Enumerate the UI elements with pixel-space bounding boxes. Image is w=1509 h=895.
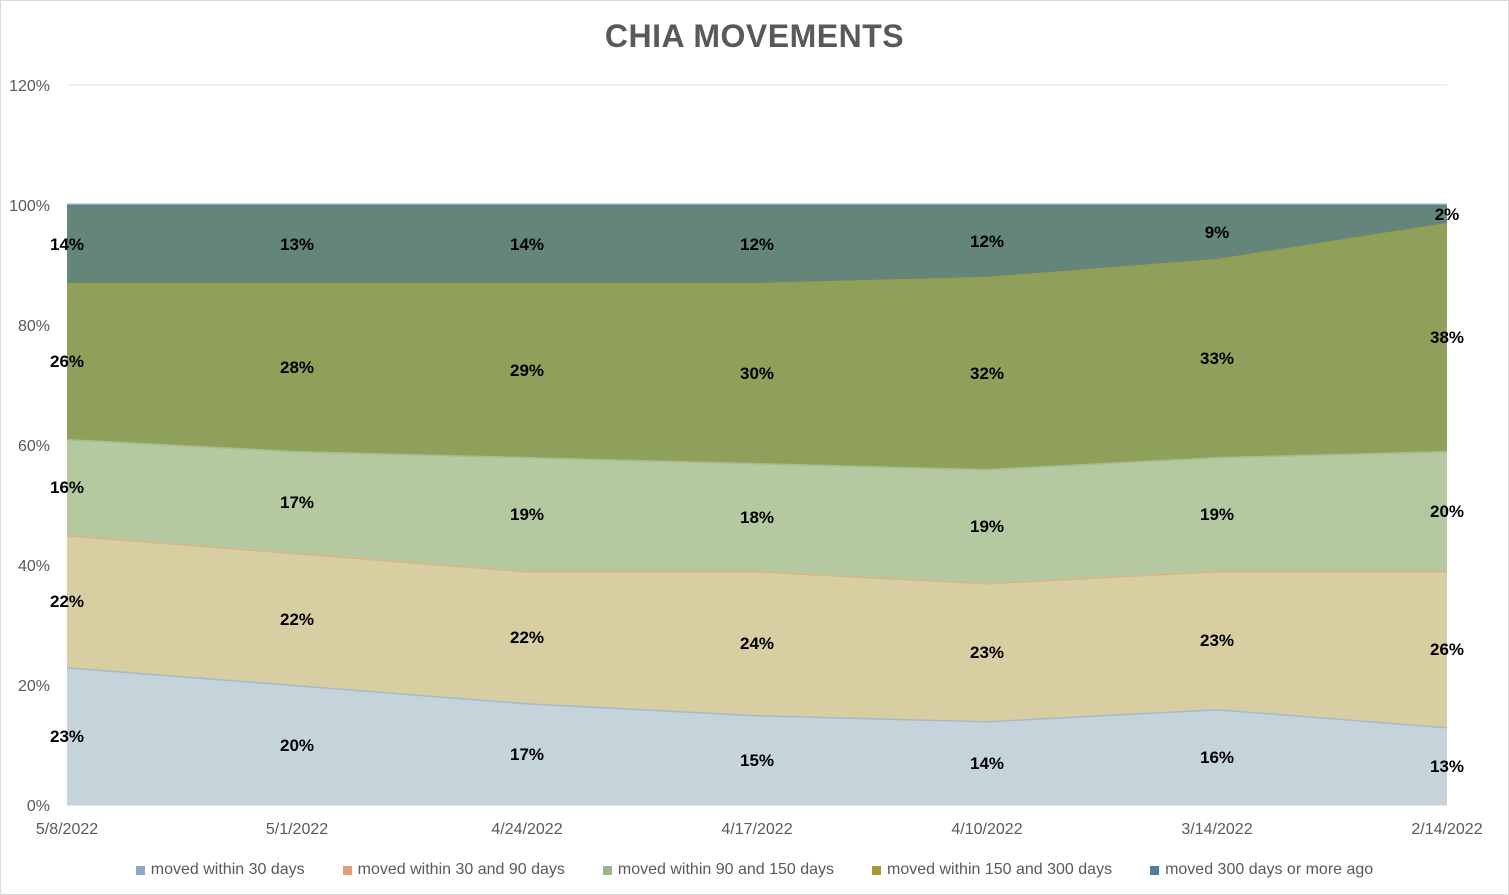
x-tick-label: 4/17/2022 <box>721 821 792 838</box>
legend-swatch <box>872 865 882 875</box>
data-label: 24% <box>740 634 774 653</box>
area-series-3 <box>67 439 1447 583</box>
data-label: 23% <box>970 643 1004 662</box>
legend-item: moved within 30 days <box>135 858 305 882</box>
legend-swatch <box>602 865 612 875</box>
x-tick-label: 4/24/2022 <box>491 821 562 838</box>
legend-label: moved within 30 days <box>150 861 305 878</box>
y-tick-label: 60% <box>18 438 50 455</box>
area-series-5 <box>67 205 1447 283</box>
x-tick-label: 5/1/2022 <box>266 821 328 838</box>
data-label: 19% <box>1200 505 1234 524</box>
data-label: 29% <box>510 361 544 380</box>
legend-label: moved 300 days or more ago <box>1165 861 1374 878</box>
y-tick-label: 80% <box>18 318 50 335</box>
data-label: 22% <box>510 628 544 647</box>
x-tick-label: 4/10/2022 <box>951 821 1022 838</box>
data-label: 38% <box>1430 328 1464 347</box>
data-label: 16% <box>1200 748 1234 767</box>
legend-item: moved within 30 and 90 days <box>342 858 565 882</box>
data-label: 23% <box>1200 631 1234 650</box>
data-label: 19% <box>970 517 1004 536</box>
data-label: 17% <box>280 493 314 512</box>
y-tick-label: 20% <box>18 678 50 695</box>
legend-item: moved within 150 and 300 days <box>872 858 1112 882</box>
area-series-2 <box>67 535 1447 727</box>
data-label: 33% <box>1200 349 1234 368</box>
data-label: 12% <box>970 232 1004 251</box>
data-label: 23% <box>50 727 84 746</box>
y-tick-label: 100% <box>9 198 50 215</box>
data-label: 19% <box>510 505 544 524</box>
legend-swatch <box>1150 865 1160 875</box>
legend-label: moved within 30 and 90 days <box>357 861 565 878</box>
data-label: 28% <box>280 358 314 377</box>
data-label: 13% <box>1430 757 1464 776</box>
data-label: 14% <box>970 754 1004 773</box>
data-label: 12% <box>740 235 774 254</box>
data-label: 22% <box>280 610 314 629</box>
y-tick-label: 120% <box>9 78 50 95</box>
data-label: 20% <box>280 736 314 755</box>
legend-label: moved within 150 and 300 days <box>887 861 1113 878</box>
data-label: 17% <box>510 745 544 764</box>
legend-item: moved 300 days or more ago <box>1150 858 1373 882</box>
data-label: 15% <box>740 751 774 770</box>
data-label: 32% <box>970 364 1004 383</box>
legend-item: moved within 90 and 150 days <box>602 858 835 882</box>
data-label: 30% <box>740 364 774 383</box>
legend-swatch <box>342 865 352 875</box>
data-label: 14% <box>50 235 84 254</box>
legend: moved within 30 days moved within 30 and … <box>0 858 1509 882</box>
area-series-1 <box>67 667 1447 805</box>
data-label: 13% <box>280 235 314 254</box>
data-label: 2% <box>1435 205 1460 224</box>
y-tick-label: 0% <box>27 798 50 815</box>
x-tick-label: 3/14/2022 <box>1181 821 1252 838</box>
data-label: 20% <box>1430 502 1464 521</box>
legend-label: moved within 90 and 150 days <box>617 861 835 878</box>
data-label: 14% <box>510 235 544 254</box>
data-label: 18% <box>740 508 774 527</box>
data-label: 26% <box>1430 640 1464 659</box>
legend-swatch <box>135 865 145 875</box>
x-tick-label: 5/8/2022 <box>36 821 98 838</box>
y-tick-label: 40% <box>18 558 50 575</box>
data-label: 22% <box>50 592 84 611</box>
data-label: 9% <box>1205 223 1230 242</box>
x-tick-label: 2/14/2022 <box>1411 821 1482 838</box>
chart-title: CHIA MOVEMENTS <box>604 18 905 54</box>
data-label: 16% <box>50 478 84 497</box>
data-label: 26% <box>50 352 84 371</box>
